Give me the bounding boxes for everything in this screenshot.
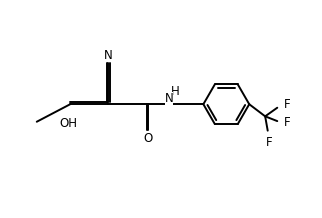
Text: OH: OH bbox=[60, 118, 78, 130]
Text: H: H bbox=[171, 85, 180, 98]
Text: N: N bbox=[165, 92, 173, 105]
Text: F: F bbox=[266, 136, 272, 149]
Text: F: F bbox=[283, 116, 290, 129]
Text: O: O bbox=[143, 132, 153, 145]
Text: F: F bbox=[283, 98, 290, 111]
Text: N: N bbox=[104, 49, 113, 62]
